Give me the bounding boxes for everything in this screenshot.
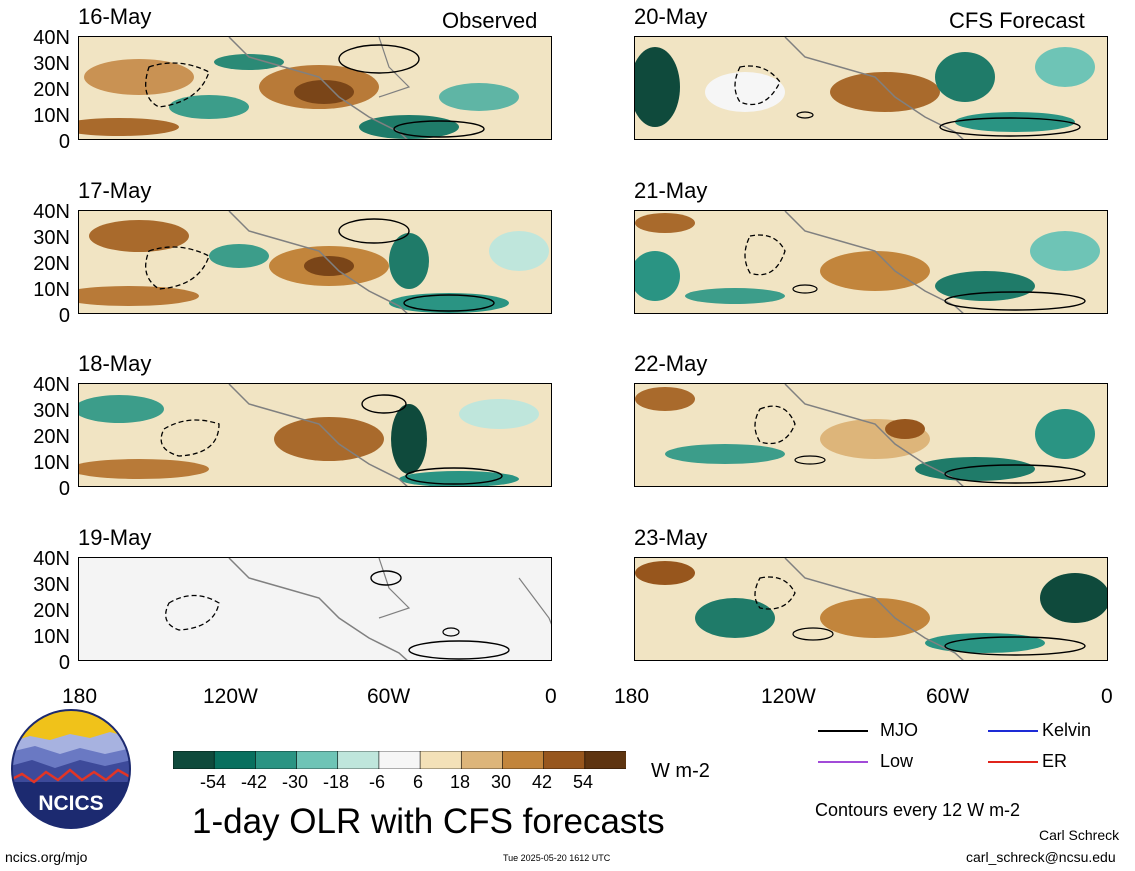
logo-text: NCICS (38, 792, 103, 815)
lat-label: 20N (33, 253, 70, 275)
colorbar-segment (502, 750, 545, 770)
colorbar-tick: -30 (282, 772, 309, 792)
lat-label: 20N (33, 79, 70, 101)
colorbar-tick: -54 (200, 772, 227, 792)
panel-date-label: 20-May (634, 4, 708, 29)
lat-label: 10N (33, 105, 70, 127)
colorbar-tick: -18 (323, 772, 350, 792)
observed-header: Observed (442, 8, 538, 33)
lat-label: 30N (33, 574, 70, 596)
map-panel-observed (78, 36, 552, 140)
panel-date-label: 22-May (634, 351, 708, 376)
lat-label: 10N (33, 452, 70, 474)
legend-line-kelvin (988, 730, 1038, 732)
forecast-header: CFS Forecast (949, 8, 1085, 33)
legend-line-mjo (818, 730, 868, 732)
panel-date-label: 17-May (78, 178, 152, 203)
lat-label: 30N (33, 400, 70, 422)
lat-label: 0 (58, 305, 70, 327)
lat-label: 30N (33, 227, 70, 249)
lat-label: 40N (33, 201, 70, 223)
map-panel-forecast (634, 383, 1108, 487)
lat-label: 0 (58, 478, 70, 500)
colorbar-tick: 6 (413, 772, 424, 792)
colorbar-segment (460, 750, 504, 770)
lon-label: 60W (926, 685, 970, 708)
panel-date-label: 16-May (78, 4, 152, 29)
legend-line-low (818, 761, 868, 763)
map-panel-forecast (634, 36, 1108, 140)
lon-label: 60W (367, 685, 411, 708)
colorbar-segment (378, 750, 421, 770)
colorbar-segment (584, 750, 627, 770)
lat-label: 30N (33, 53, 70, 75)
legend-line-er (988, 761, 1038, 763)
colorbar-segment (213, 750, 257, 770)
lon-label: 0 (545, 685, 557, 708)
map-panel-forecast (634, 210, 1108, 314)
legend-label: Kelvin (1042, 720, 1092, 740)
map-panel-observed (78, 383, 552, 487)
lon-label: 120W (203, 685, 258, 708)
footer-author: Carl Schreck (1039, 827, 1120, 843)
footer-url: ncics.org/mjo (5, 849, 88, 865)
contour-note: Contours every 12 W m-2 (815, 800, 1021, 820)
panel-date-label: 21-May (634, 178, 708, 203)
lon-label: 0 (1101, 685, 1113, 708)
colorbar-tick: 18 (450, 772, 471, 792)
lon-label: 120W (761, 685, 816, 708)
colorbar-segment (419, 750, 463, 770)
colorbar-unit: W m-2 (651, 760, 710, 782)
lat-label: 20N (33, 426, 70, 448)
lat-label: 20N (33, 600, 70, 622)
colorbar-tick: 42 (532, 772, 553, 792)
colorbar-tick: -6 (369, 772, 386, 792)
lat-label: 40N (33, 548, 70, 570)
ncics-logo: NCICS (10, 708, 132, 830)
figure-title: 1-day OLR with CFS forecasts (192, 802, 665, 841)
colorbar-tick: 30 (491, 772, 512, 792)
lat-label: 40N (33, 27, 70, 49)
legend-label: Low (880, 751, 914, 771)
colorbar-tick: -42 (241, 772, 268, 792)
colorbar-segment (543, 750, 586, 770)
footer-email: carl_schreck@ncsu.edu (966, 849, 1116, 865)
colorbar-segment (296, 750, 339, 770)
colorbar (172, 750, 627, 770)
map-panel-observed (78, 557, 552, 661)
legend-label: MJO (880, 720, 918, 740)
lat-label: 0 (58, 652, 70, 674)
colorbar-segment (255, 750, 298, 770)
colorbar-segment (172, 750, 215, 770)
lon-label: 180 (614, 685, 650, 708)
lat-label: 10N (33, 279, 70, 301)
panel-date-label: 19-May (78, 525, 152, 550)
lat-label: 40N (33, 374, 70, 396)
lon-label: 180 (62, 685, 98, 708)
panel-date-label: 18-May (78, 351, 152, 376)
footer-timestamp: Tue 2025-05-20 1612 UTC (503, 853, 611, 863)
lat-label: 10N (33, 626, 70, 648)
legend-label: ER (1042, 751, 1068, 771)
lat-label: 0 (58, 131, 70, 153)
colorbar-tick: 54 (573, 772, 594, 792)
map-panel-forecast (634, 557, 1108, 661)
colorbar-segment (337, 750, 380, 770)
panel-date-label: 23-May (634, 525, 708, 550)
map-panel-observed (78, 210, 552, 314)
